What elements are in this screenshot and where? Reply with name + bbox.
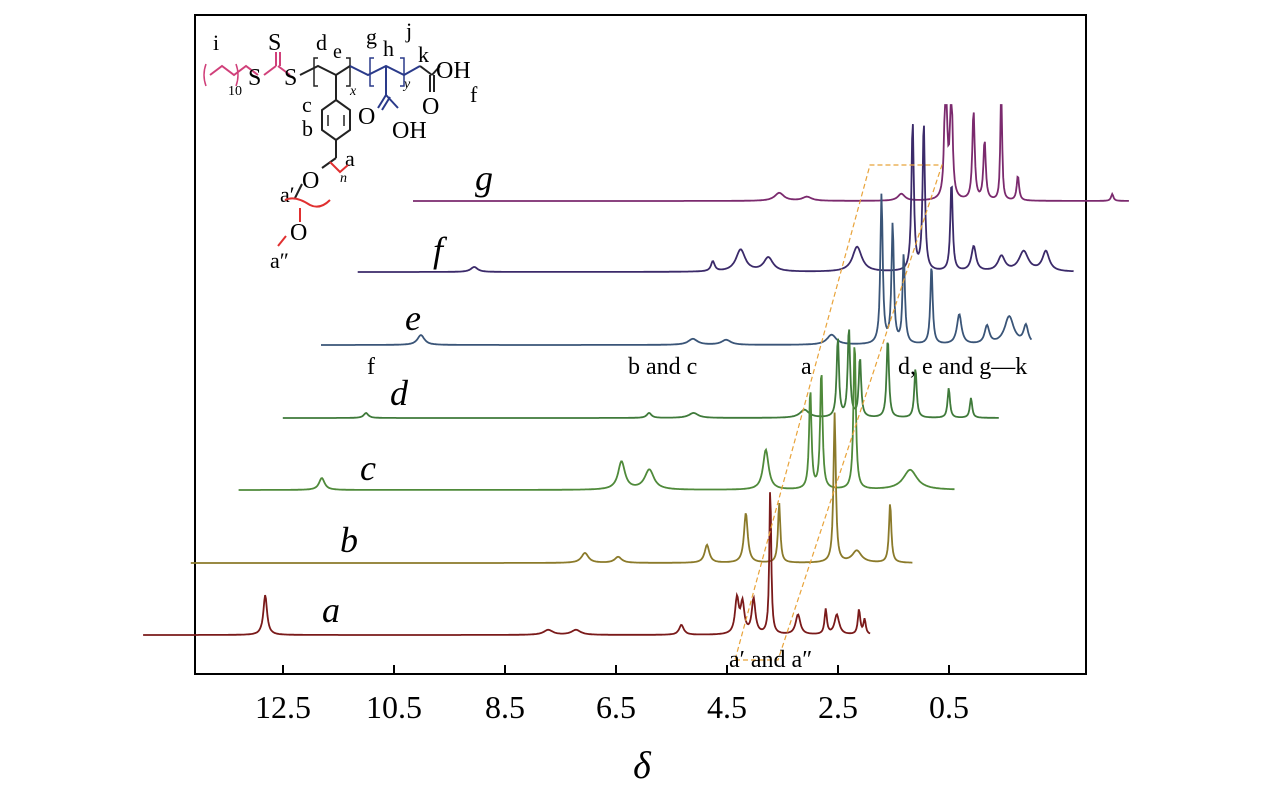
- spectrum-line-d: [282, 329, 999, 419]
- label-g: g: [366, 24, 377, 49]
- spectrum-line-f: [357, 124, 1074, 273]
- alkyl-bracket: [203, 63, 239, 87]
- label-10: 10: [228, 84, 242, 99]
- bond-ch2-o: [321, 157, 337, 169]
- bond-acid-oh: [385, 94, 399, 109]
- atom-O-term: O: [422, 94, 439, 120]
- x-tick-label: 2.5: [818, 689, 858, 725]
- label-d: d: [316, 30, 327, 55]
- series-label-g: g: [475, 158, 493, 198]
- x-tick-label: 6.5: [596, 689, 636, 725]
- atom-S1: S: [268, 30, 281, 56]
- series-label-e: e: [405, 298, 421, 338]
- bracket-x: [313, 57, 351, 87]
- bond-term-oh: [431, 65, 441, 76]
- bond-o-ch2: [294, 183, 303, 199]
- series-label-d: d: [390, 373, 409, 413]
- annot-a-prime: a′ and a″: [729, 647, 812, 673]
- x-axis-label: δ: [633, 745, 652, 787]
- bond-o3-me: [277, 235, 287, 247]
- plot-frame: [194, 14, 1087, 675]
- spectrum-line-b: [190, 412, 913, 564]
- label-b: b: [302, 116, 313, 141]
- label-i: i: [213, 30, 219, 55]
- bracket-y: [369, 57, 405, 87]
- series-label-c: c: [360, 448, 376, 488]
- spectrum-line-a: [143, 492, 871, 636]
- label-c: c: [302, 92, 312, 117]
- spectrum-line-g: [413, 104, 1129, 202]
- bond-acid-co: [377, 94, 387, 109]
- x-tick-label: 10.5: [366, 689, 422, 725]
- annot-a: a: [801, 354, 812, 380]
- series-label-b: b: [340, 520, 358, 560]
- x-tick-label: 8.5: [485, 689, 525, 725]
- atom-O2: O: [302, 168, 319, 194]
- label-a-prime: a′: [280, 182, 295, 207]
- atom-OH2: OH: [392, 118, 427, 144]
- x-axis-ticks: 12.5 10.5 8.5 6.5 4.5 2.5 0.5: [255, 665, 969, 725]
- alkyl-chain: [209, 64, 259, 77]
- highlight-region: [734, 164, 943, 661]
- series-label-a: a: [322, 590, 340, 630]
- series-label-f: f: [433, 230, 448, 270]
- label-a: a: [345, 146, 355, 171]
- atom-OH1: OH: [436, 58, 471, 84]
- label-j: j: [405, 18, 412, 43]
- annot-f: f: [367, 354, 375, 380]
- label-x: x: [349, 84, 357, 99]
- atom-O3: O: [290, 220, 307, 246]
- x-tick-label: 12.5: [255, 689, 311, 725]
- x-tick-label: 4.5: [707, 689, 747, 725]
- benzene-ring: [321, 98, 351, 142]
- annot-b-and-c: b and c: [628, 354, 697, 380]
- label-k: k: [418, 42, 429, 67]
- annot-d-e-g-k: d, e and g—k: [898, 354, 1027, 380]
- atom-S3: S: [284, 65, 297, 91]
- atom-S2: S: [248, 65, 261, 91]
- backbone-styrene: [299, 64, 351, 77]
- label-h: h: [383, 36, 394, 61]
- bond-term-co: [419, 65, 433, 76]
- x-tick-label: 0.5: [929, 689, 969, 725]
- peg-chain: [329, 161, 349, 174]
- atom-O1: O: [358, 104, 375, 130]
- label-n: n: [340, 171, 347, 186]
- label-y: y: [402, 77, 411, 92]
- chemical-structure: i 10 S S S d e x c b a O n a′ O a″: [203, 18, 478, 273]
- label-f: f: [470, 82, 478, 107]
- bond-c-s3: [277, 65, 291, 76]
- bond-s-c: [263, 65, 277, 76]
- spectrum-line-e: [321, 193, 1033, 346]
- label-e: e: [333, 41, 342, 63]
- label-a-double-prime: a″: [270, 248, 289, 273]
- peg-bracket: [284, 197, 331, 208]
